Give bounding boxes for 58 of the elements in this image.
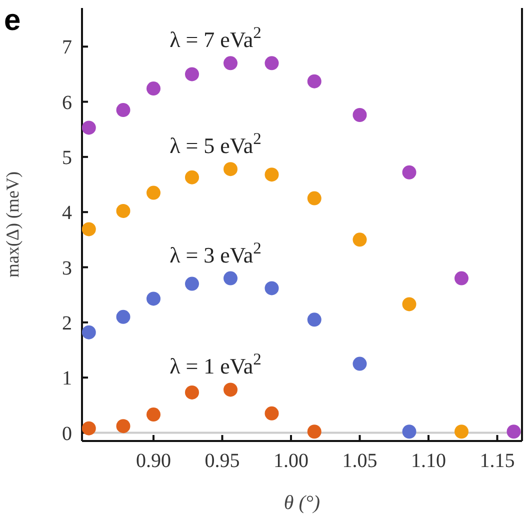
point xyxy=(116,103,130,118)
point xyxy=(116,419,130,434)
point xyxy=(352,356,367,371)
point xyxy=(352,108,367,122)
point xyxy=(402,297,416,312)
point xyxy=(146,82,160,96)
point xyxy=(402,424,416,439)
point xyxy=(454,424,468,439)
text: e xyxy=(4,4,21,38)
point xyxy=(82,325,96,340)
point xyxy=(506,424,521,439)
y-tick-label: 4 xyxy=(62,202,72,224)
x-tick-label: 1.15 xyxy=(480,450,515,472)
point xyxy=(185,67,199,82)
point xyxy=(116,310,130,324)
y-axis-title: max(Δ) (meV) xyxy=(2,171,22,278)
y-tick-label: 5 xyxy=(62,147,72,170)
point xyxy=(146,292,160,306)
point xyxy=(307,191,322,206)
point xyxy=(264,406,279,420)
point xyxy=(185,276,199,291)
y-tick-label: 0 xyxy=(62,422,72,445)
point xyxy=(116,204,130,218)
x-tick-label: 0.90 xyxy=(136,450,171,472)
series-label: λ = 5 eVa$^{2}$ xyxy=(170,128,262,158)
point xyxy=(82,421,96,436)
point xyxy=(224,162,238,176)
x-tick-label: 1.05 xyxy=(342,450,378,472)
point xyxy=(307,74,322,88)
point xyxy=(146,186,160,200)
x-tick-label: 1.00 xyxy=(274,450,308,472)
point xyxy=(264,168,279,182)
point xyxy=(352,232,367,247)
point xyxy=(264,56,279,70)
point xyxy=(454,271,468,286)
point xyxy=(185,170,199,184)
y-tick-label: 3 xyxy=(62,257,72,280)
y-tick-label: 1 xyxy=(62,368,72,390)
point xyxy=(185,385,199,400)
x-axis-title: θ (°) xyxy=(284,492,320,514)
point xyxy=(402,165,416,180)
x-tick-label: 1.10 xyxy=(411,450,446,472)
series-label: λ = 1 eVa$^{2}$ xyxy=(170,349,262,379)
point xyxy=(146,408,160,422)
y-tick-label: 6 xyxy=(62,92,72,114)
y-tick-label: 2 xyxy=(62,312,72,335)
point xyxy=(82,120,96,135)
x-tick-label: 0.95 xyxy=(204,450,240,472)
y-tick-label: 7 xyxy=(62,36,72,59)
series-label: λ = 7 eVa$^{2}$ xyxy=(170,22,262,52)
point xyxy=(224,56,238,70)
series-label: λ = 3 eVa$^{2}$ xyxy=(170,238,262,268)
point xyxy=(224,271,238,286)
point xyxy=(82,222,96,236)
point xyxy=(307,424,322,439)
point xyxy=(264,281,279,296)
point xyxy=(224,382,238,397)
point xyxy=(307,312,322,327)
